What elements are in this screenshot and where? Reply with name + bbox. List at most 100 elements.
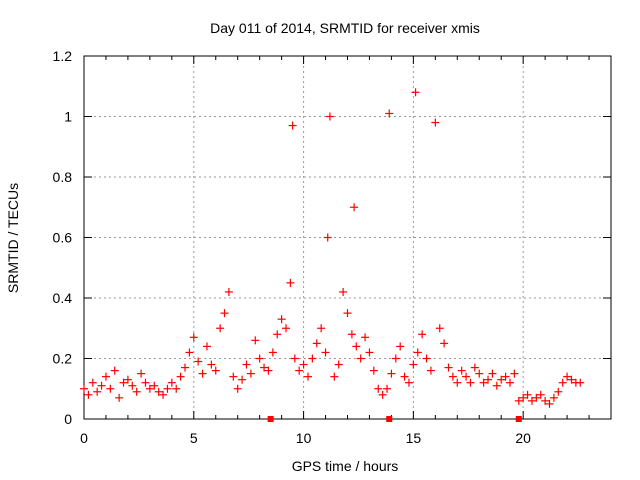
data-point <box>492 381 501 390</box>
data-point <box>374 384 383 393</box>
data-point <box>176 372 185 381</box>
data-point <box>385 109 394 118</box>
data-point <box>145 384 154 393</box>
data-point <box>220 309 229 318</box>
data-point <box>312 339 321 348</box>
x-tick-label: 0 <box>80 430 88 446</box>
data-point <box>435 324 444 333</box>
data-point <box>361 333 370 342</box>
data-point <box>462 372 471 381</box>
data-point <box>497 375 506 384</box>
data-point <box>189 333 198 342</box>
data-point <box>400 372 409 381</box>
data-point <box>260 363 269 372</box>
data-point <box>308 354 317 363</box>
data-point <box>350 203 359 212</box>
data-point <box>288 121 297 130</box>
data-point <box>325 112 334 121</box>
data-point <box>255 354 264 363</box>
data-point <box>519 393 528 402</box>
data-point <box>295 366 304 375</box>
data-point <box>444 363 453 372</box>
data-point <box>369 366 378 375</box>
data-point <box>484 375 493 384</box>
data-point <box>123 375 132 384</box>
data-point <box>470 363 479 372</box>
data-point <box>413 348 422 357</box>
data-point <box>527 396 536 405</box>
data-point <box>216 324 225 333</box>
data-point <box>211 366 220 375</box>
data-point <box>387 369 396 378</box>
data-point <box>242 360 251 369</box>
data-point <box>409 360 418 369</box>
data-point <box>545 399 554 408</box>
data-point <box>334 360 343 369</box>
axis-ticks <box>83 55 611 420</box>
data-point <box>510 369 519 378</box>
data-point <box>128 381 137 390</box>
data-point <box>202 342 211 351</box>
data-point <box>238 375 247 384</box>
data-point <box>365 348 374 357</box>
data-point <box>137 369 146 378</box>
data-point <box>549 393 558 402</box>
data-point <box>378 390 387 399</box>
data-point <box>198 369 207 378</box>
zero-marker <box>267 416 274 422</box>
data-point <box>352 342 361 351</box>
data-point <box>532 393 541 402</box>
y-tick-label: 1 <box>64 109 72 125</box>
y-tick-label: 1.2 <box>53 48 73 64</box>
data-point <box>233 384 242 393</box>
data-point <box>343 309 352 318</box>
data-points <box>80 88 585 408</box>
data-point <box>181 363 190 372</box>
data-point <box>563 372 572 381</box>
data-point <box>426 366 435 375</box>
data-point <box>93 387 102 396</box>
data-point <box>101 372 110 381</box>
data-point <box>286 278 295 287</box>
data-point <box>172 384 181 393</box>
data-point <box>273 330 282 339</box>
data-point <box>422 354 431 363</box>
data-point <box>501 372 510 381</box>
data-point <box>505 378 514 387</box>
data-point <box>290 354 299 363</box>
y-tick-label: 0.4 <box>53 290 73 306</box>
data-point <box>536 390 545 399</box>
x-tick-label: 20 <box>515 430 531 446</box>
y-tick-label: 0.8 <box>53 169 73 185</box>
grid-lines <box>84 56 611 419</box>
data-point <box>303 372 312 381</box>
data-point <box>567 375 576 384</box>
data-point <box>167 378 176 387</box>
data-point <box>554 387 563 396</box>
data-point <box>132 387 141 396</box>
x-tick-label: 5 <box>190 430 198 446</box>
data-point <box>97 381 106 390</box>
y-tick-label: 0 <box>64 411 72 427</box>
data-point <box>411 88 420 97</box>
data-point <box>106 384 115 393</box>
data-point <box>323 233 332 242</box>
data-point <box>541 396 550 405</box>
data-point <box>457 366 466 375</box>
data-point <box>453 378 462 387</box>
data-point <box>277 315 286 324</box>
data-point <box>246 369 255 378</box>
x-tick-labels: 0 5 10 15 20 <box>80 430 531 446</box>
data-point <box>576 378 585 387</box>
data-point <box>448 372 457 381</box>
data-point <box>88 378 97 387</box>
data-point <box>84 390 93 399</box>
data-point <box>523 390 532 399</box>
data-point <box>514 396 523 405</box>
data-point <box>282 324 291 333</box>
data-point <box>475 369 484 378</box>
x-tick-label: 15 <box>406 430 422 446</box>
data-point <box>264 366 273 375</box>
